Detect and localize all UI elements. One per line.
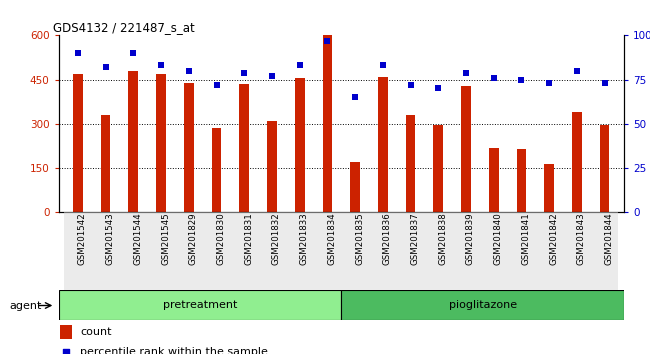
Point [128, 50, 138, 56]
Text: percentile rank within the sample: percentile rank within the sample [80, 347, 268, 354]
Bar [203, 212, 230, 290]
Point [100, 64, 110, 70]
Point [489, 75, 499, 81]
Bar [508, 212, 536, 290]
Bar [517, 149, 526, 212]
Point [378, 63, 388, 68]
Bar [156, 74, 166, 212]
Text: GSM201840: GSM201840 [494, 212, 502, 265]
Text: GSM201833: GSM201833 [300, 212, 309, 265]
Bar [322, 35, 332, 212]
Point [406, 82, 416, 88]
Text: GSM201839: GSM201839 [466, 212, 475, 265]
Point [183, 68, 194, 74]
Bar [536, 212, 563, 290]
Bar [424, 212, 452, 290]
Bar [591, 212, 618, 290]
Bar [230, 212, 258, 290]
Bar [60, 325, 73, 339]
Point [544, 80, 554, 86]
Bar [369, 212, 396, 290]
Text: GSM201542: GSM201542 [78, 212, 87, 265]
Bar [378, 77, 387, 212]
Text: GSM201841: GSM201841 [521, 212, 530, 265]
Bar [572, 112, 582, 212]
Bar [452, 212, 480, 290]
Point [156, 63, 166, 68]
Text: GSM201843: GSM201843 [577, 212, 586, 265]
Text: GSM201545: GSM201545 [161, 212, 170, 265]
Point [433, 86, 443, 91]
Point [211, 82, 222, 88]
Bar [600, 125, 610, 212]
Text: GSM201832: GSM201832 [272, 212, 281, 265]
Point [266, 73, 277, 79]
Text: pretreatment: pretreatment [162, 300, 237, 310]
Text: GSM201844: GSM201844 [604, 212, 614, 265]
Bar [73, 74, 83, 212]
Point [516, 77, 526, 82]
Point [239, 70, 250, 75]
Text: GSM201829: GSM201829 [188, 212, 198, 265]
Bar [184, 82, 194, 212]
Text: GSM201831: GSM201831 [244, 212, 254, 265]
Bar [267, 121, 277, 212]
Text: GSM201835: GSM201835 [355, 212, 364, 265]
Bar [480, 212, 508, 290]
Text: GSM201834: GSM201834 [328, 212, 337, 265]
Point [61, 349, 72, 354]
Bar [101, 115, 111, 212]
Bar [563, 212, 591, 290]
Text: GSM201836: GSM201836 [383, 212, 392, 265]
Text: GSM201830: GSM201830 [216, 212, 226, 265]
Text: pioglitazone: pioglitazone [448, 300, 517, 310]
Point [322, 38, 333, 44]
Bar [64, 212, 92, 290]
Text: agent: agent [10, 301, 42, 310]
Bar [286, 212, 313, 290]
Bar [175, 212, 203, 290]
Bar [239, 84, 249, 212]
Point [572, 68, 582, 74]
Bar [147, 212, 175, 290]
Bar [461, 86, 471, 212]
Point [73, 50, 83, 56]
Bar [350, 162, 360, 212]
Text: GSM201544: GSM201544 [133, 212, 142, 265]
Bar [212, 128, 222, 212]
Bar [489, 148, 499, 212]
Bar [544, 164, 554, 212]
Text: count: count [80, 327, 112, 337]
Bar [341, 212, 369, 290]
Text: GDS4132 / 221487_s_at: GDS4132 / 221487_s_at [53, 21, 194, 34]
Point [461, 70, 471, 75]
Bar [406, 115, 415, 212]
Bar [129, 71, 138, 212]
Bar [434, 125, 443, 212]
Bar [295, 78, 304, 212]
Point [599, 80, 610, 86]
Text: GSM201543: GSM201543 [105, 212, 114, 265]
Text: GSM201838: GSM201838 [438, 212, 447, 265]
Bar [258, 212, 286, 290]
Text: GSM201837: GSM201837 [411, 212, 419, 265]
Bar [92, 212, 120, 290]
Point [294, 63, 305, 68]
Bar [341, 290, 624, 320]
Bar [120, 212, 147, 290]
Text: GSM201842: GSM201842 [549, 212, 558, 265]
Bar [396, 212, 424, 290]
Point [350, 95, 360, 100]
Bar [313, 212, 341, 290]
Bar [58, 290, 341, 320]
